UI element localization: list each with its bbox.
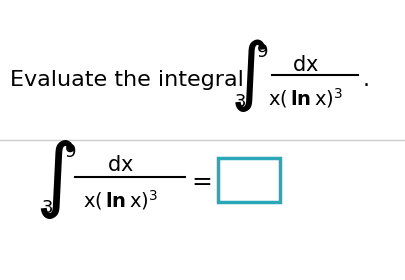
Text: $\int$: $\int$ bbox=[229, 36, 266, 113]
Text: $3$: $3$ bbox=[233, 93, 245, 111]
Text: $\int$: $\int$ bbox=[35, 139, 75, 221]
Text: $\mathrm{dx}$: $\mathrm{dx}$ bbox=[106, 155, 133, 175]
Text: $\mathrm{x(\,\mathbf{ln}\,x)^3}$: $\mathrm{x(\,\mathbf{ln}\,x)^3}$ bbox=[267, 86, 342, 110]
Text: $=$: $=$ bbox=[187, 168, 212, 192]
Text: $9$: $9$ bbox=[64, 143, 76, 161]
FancyBboxPatch shape bbox=[217, 158, 279, 202]
Text: $3$: $3$ bbox=[41, 199, 53, 217]
Text: $\mathrm{dx}$: $\mathrm{dx}$ bbox=[291, 55, 318, 75]
Text: $\mathrm{x(\,\mathbf{ln}\,x)^3}$: $\mathrm{x(\,\mathbf{ln}\,x)^3}$ bbox=[82, 188, 157, 212]
Text: $9$: $9$ bbox=[255, 43, 267, 61]
Text: $.$: $.$ bbox=[361, 70, 368, 90]
Text: Evaluate the integral: Evaluate the integral bbox=[10, 70, 243, 90]
